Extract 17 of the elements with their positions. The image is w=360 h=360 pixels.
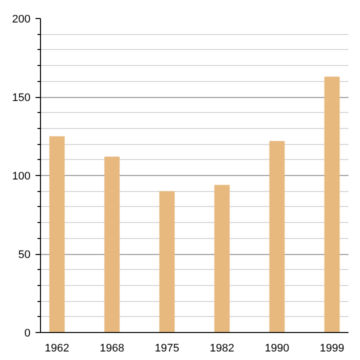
bar — [104, 156, 120, 332]
y-tick-label: 100 — [12, 170, 31, 182]
x-tick-label: 1990 — [264, 342, 290, 354]
x-tick-label: 1962 — [44, 342, 70, 354]
y-tick-label: 50 — [18, 249, 31, 261]
x-tick-label: 1999 — [320, 342, 344, 354]
bar — [324, 76, 340, 332]
y-tick-label: 200 — [12, 14, 31, 26]
bar — [269, 140, 285, 332]
bar — [49, 136, 65, 332]
x-tick-label: 1975 — [154, 342, 180, 354]
bar — [214, 184, 230, 332]
y-tick-label: 150 — [12, 92, 31, 104]
x-tick-label: 1982 — [210, 342, 234, 354]
y-tick-label: 0 — [24, 328, 31, 340]
x-tick-label: 1968 — [100, 342, 124, 354]
bar — [159, 191, 175, 332]
